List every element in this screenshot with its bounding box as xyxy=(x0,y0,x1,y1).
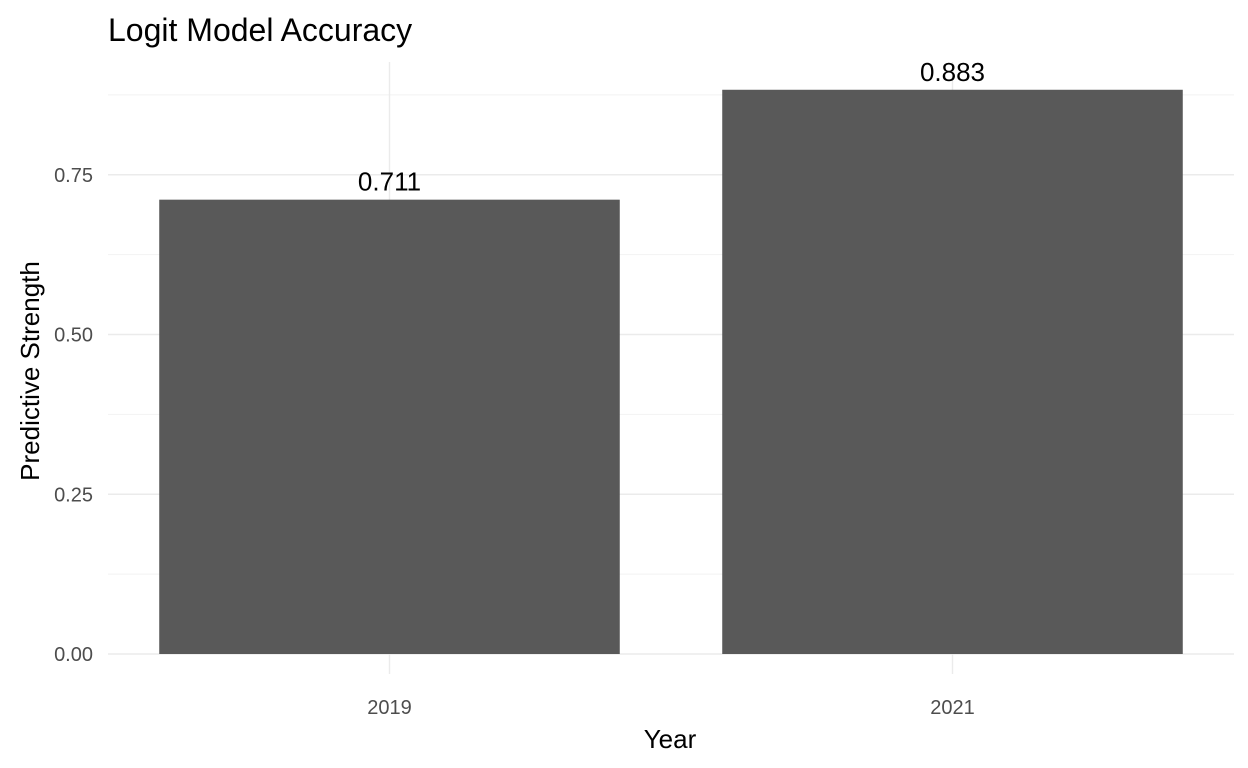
y-tick-label-1: 0.25 xyxy=(54,484,93,506)
bars xyxy=(159,89,1183,654)
chart-title: Logit Model Accuracy xyxy=(108,12,412,48)
y-axis-ticks: 0.00 0.25 0.50 0.75 xyxy=(54,165,93,666)
data-label-2019: 0.711 xyxy=(358,167,421,197)
y-tick-label-3: 0.75 xyxy=(54,165,93,187)
x-axis-title: Year xyxy=(644,724,697,754)
x-tick-label-2021: 2021 xyxy=(930,697,975,719)
y-axis-title: Predictive Strength xyxy=(15,261,45,481)
bar-2021 xyxy=(722,89,1183,654)
x-axis-ticks: 2019 2021 xyxy=(367,697,975,719)
x-tick-label-2019: 2019 xyxy=(367,697,412,719)
y-tick-label-0: 0.00 xyxy=(54,644,93,666)
data-labels: 0.711 0.883 xyxy=(358,57,985,197)
data-label-2021: 0.883 xyxy=(920,57,985,87)
bar-2019 xyxy=(159,199,620,654)
y-tick-label-2: 0.50 xyxy=(54,325,93,347)
